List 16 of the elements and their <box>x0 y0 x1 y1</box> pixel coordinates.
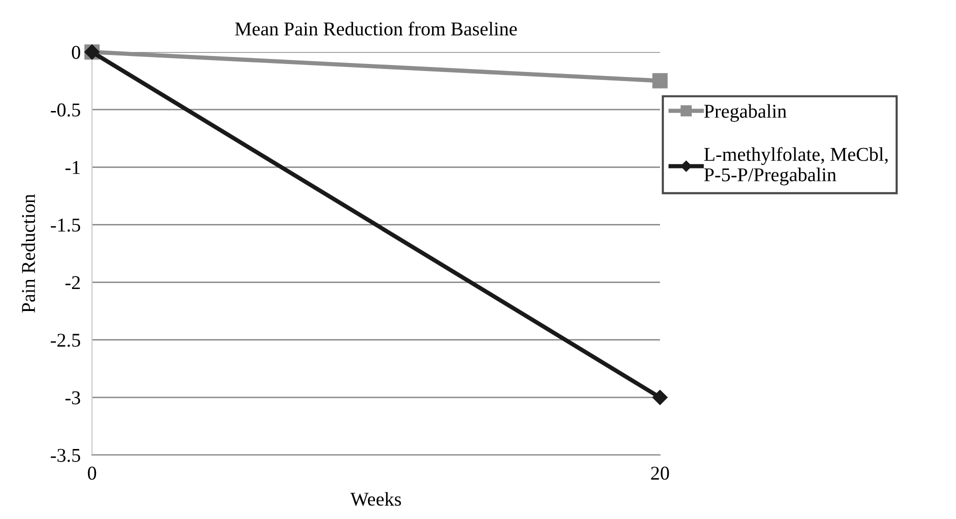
legend-label: L-methylfolate, MeCbl, P-5-P/Pregabalin <box>704 147 888 186</box>
x-axis-title: Weeks <box>350 492 401 506</box>
y-tick-label: -3 <box>65 391 80 404</box>
y-tick-label: -1.5 <box>50 218 80 232</box>
y-tick-label: -0.5 <box>50 103 80 117</box>
y-tick-label: -3.5 <box>50 448 80 462</box>
y-tick-label: -1 <box>65 161 80 174</box>
x-tick-label: 20 <box>651 466 669 480</box>
legend-label: Pregabalin <box>704 104 787 122</box>
y-tick-label: -2 <box>65 276 80 290</box>
y-tick-label: 0 <box>72 46 80 59</box>
point <box>652 390 668 405</box>
y-tick-label: -2.5 <box>50 334 80 347</box>
y-axis-title: Pain Reduction <box>21 194 36 313</box>
chart-title: Mean Pain Reduction from Baseline <box>235 22 517 36</box>
point <box>652 73 668 88</box>
